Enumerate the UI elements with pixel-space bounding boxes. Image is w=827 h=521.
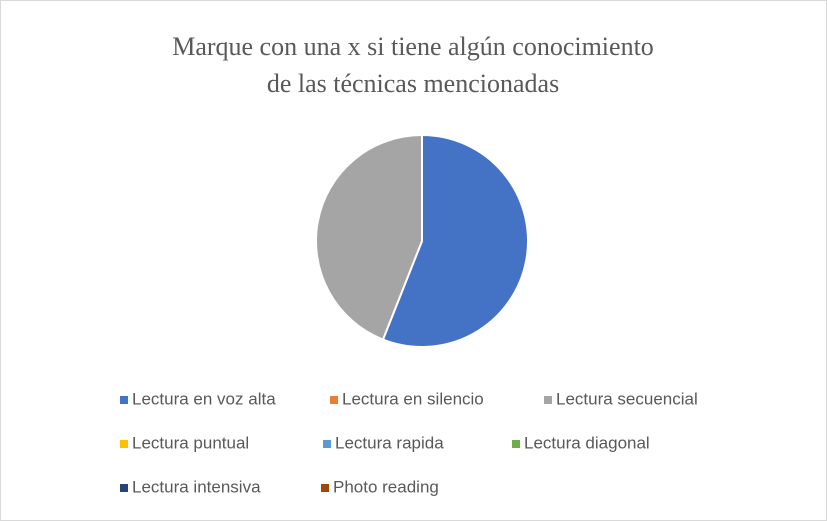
pie-slice bbox=[381, 133, 529, 348]
legend-label: Lectura puntual bbox=[132, 433, 249, 452]
legend-marker bbox=[330, 396, 338, 404]
legend-marker bbox=[120, 396, 128, 404]
legend-label: Lectura rapida bbox=[335, 433, 444, 452]
legend-label: Lectura en silencio bbox=[342, 389, 484, 408]
legend-marker bbox=[512, 440, 520, 448]
legend-label: Lectura intensiva bbox=[132, 477, 261, 496]
legend-label: Lectura diagonal bbox=[524, 433, 650, 452]
chart-title: Marque con una x si tiene algún conocimi… bbox=[172, 32, 654, 98]
pie-slice bbox=[315, 133, 423, 341]
legend-label: Lectura en voz alta bbox=[132, 389, 276, 408]
legend-marker bbox=[544, 396, 552, 404]
legend-label: Lectura secuencial bbox=[556, 389, 698, 408]
legend-label: Photo reading bbox=[333, 477, 439, 496]
legend-marker bbox=[321, 484, 329, 492]
legend-marker bbox=[323, 440, 331, 448]
legend-marker bbox=[120, 484, 128, 492]
legend-marker bbox=[120, 440, 128, 448]
